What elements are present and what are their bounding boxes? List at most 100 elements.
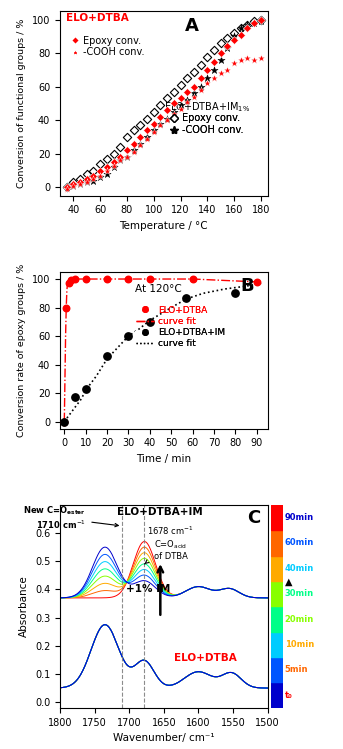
- Legend: Epoxy conv., -COOH conv.: Epoxy conv., -COOH conv.: [169, 112, 245, 136]
- Point: [97, 172, 103, 184]
- Point: [104, 161, 110, 173]
- Point: [178, 99, 183, 111]
- Point: [151, 124, 156, 136]
- Point: [147, 273, 153, 285]
- Point: [191, 81, 197, 93]
- Point: [71, 178, 76, 190]
- Point: [171, 108, 177, 120]
- Point: [124, 145, 130, 157]
- Point: [211, 64, 217, 76]
- Y-axis label: Conversion of functional groups / %: Conversion of functional groups / %: [17, 19, 26, 188]
- Point: [211, 43, 217, 55]
- Point: [111, 160, 116, 172]
- Point: [83, 273, 88, 285]
- Point: [71, 176, 76, 188]
- Point: [225, 42, 230, 54]
- Point: [97, 165, 103, 177]
- Point: [218, 37, 223, 49]
- Point: [61, 416, 67, 428]
- Point: [225, 64, 230, 76]
- Point: [78, 173, 83, 185]
- Point: [138, 138, 143, 150]
- Point: [72, 391, 78, 403]
- Point: [158, 99, 163, 111]
- Text: ▲: ▲: [285, 577, 292, 587]
- Point: [218, 54, 223, 66]
- Bar: [271, 556, 283, 581]
- Point: [178, 92, 183, 104]
- Point: [158, 111, 163, 123]
- Point: [238, 22, 244, 34]
- Point: [131, 145, 137, 157]
- Point: [64, 302, 69, 314]
- Bar: [271, 581, 283, 607]
- Point: [233, 288, 238, 300]
- Point: [171, 97, 177, 109]
- Text: 20min: 20min: [285, 614, 314, 623]
- Point: [254, 276, 260, 288]
- Point: [245, 22, 250, 34]
- Point: [185, 85, 190, 97]
- Text: 1678 cm$^{-1}$
C=O$_{\mathregular{acid}}$
of DTBA: 1678 cm$^{-1}$ C=O$_{\mathregular{acid}}…: [144, 524, 194, 564]
- Point: [72, 273, 78, 285]
- Point: [138, 119, 143, 131]
- Text: 30min: 30min: [285, 589, 314, 598]
- Point: [238, 28, 244, 40]
- Text: t₀: t₀: [285, 691, 293, 700]
- Point: [144, 131, 150, 143]
- Point: [91, 169, 96, 181]
- Point: [245, 52, 250, 64]
- Point: [258, 13, 263, 25]
- Point: [204, 50, 210, 62]
- X-axis label: Time / min: Time / min: [136, 454, 191, 464]
- Point: [198, 81, 203, 93]
- Point: [251, 54, 257, 66]
- Bar: [271, 631, 283, 657]
- Point: [78, 176, 83, 188]
- Point: [64, 181, 70, 193]
- Point: [144, 112, 150, 124]
- Point: [164, 92, 170, 104]
- Point: [245, 19, 250, 31]
- X-axis label: Temperature / °C: Temperature / °C: [119, 221, 208, 231]
- Point: [251, 17, 257, 29]
- Point: [64, 181, 70, 193]
- Point: [64, 183, 70, 195]
- Bar: [271, 682, 283, 708]
- Point: [178, 103, 183, 115]
- Point: [225, 40, 230, 52]
- Point: [131, 138, 137, 150]
- Point: [238, 54, 244, 66]
- Point: [61, 416, 67, 428]
- Point: [245, 19, 250, 31]
- Point: [231, 27, 237, 39]
- Point: [211, 55, 217, 67]
- Point: [204, 77, 210, 89]
- Point: [204, 64, 210, 76]
- Point: [251, 17, 257, 29]
- Point: [147, 316, 153, 328]
- Bar: [271, 505, 283, 530]
- Point: [231, 31, 237, 43]
- Point: [258, 13, 263, 25]
- Point: [190, 273, 196, 285]
- Point: [164, 115, 170, 127]
- Point: [198, 59, 203, 71]
- Point: [218, 67, 223, 79]
- Point: [164, 104, 170, 116]
- Point: [71, 180, 76, 192]
- Point: [225, 32, 230, 44]
- Text: C: C: [247, 509, 260, 527]
- Bar: [271, 530, 283, 556]
- Point: [64, 181, 70, 193]
- Point: [151, 126, 156, 138]
- Point: [104, 165, 110, 177]
- Point: [78, 178, 83, 190]
- Point: [104, 168, 110, 180]
- Point: [218, 47, 223, 59]
- Y-axis label: Absorbance: Absorbance: [19, 575, 29, 637]
- Point: [251, 15, 257, 27]
- Point: [185, 94, 190, 106]
- Y-axis label: Conversion rate of epoxy groups / %: Conversion rate of epoxy groups / %: [17, 264, 26, 437]
- Point: [111, 148, 116, 160]
